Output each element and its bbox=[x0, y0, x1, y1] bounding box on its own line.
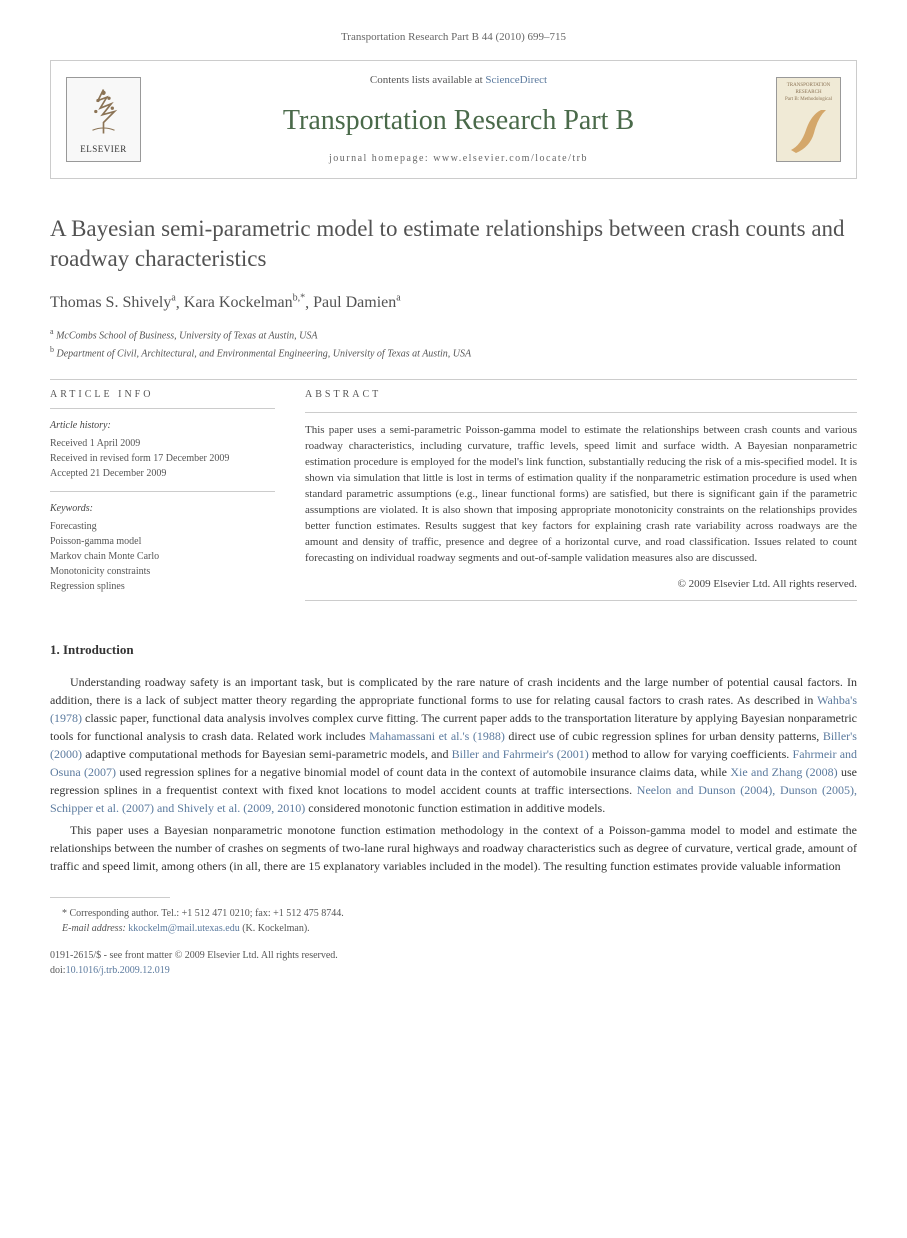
header-citation: Transportation Research Part B 44 (2010)… bbox=[50, 30, 857, 45]
history-line-3: Accepted 21 December 2009 bbox=[50, 466, 275, 481]
author-2: Kara Kockelmanb,* bbox=[184, 294, 305, 311]
doi-link[interactable]: 10.1016/j.trb.2009.12.019 bbox=[66, 965, 170, 976]
elsevier-tree-icon bbox=[76, 84, 131, 139]
divider bbox=[50, 379, 857, 380]
elsevier-logo: ELSEVIER bbox=[66, 77, 141, 162]
section-1-heading: 1. Introduction bbox=[50, 641, 857, 659]
elsevier-label: ELSEVIER bbox=[80, 143, 127, 156]
affiliations: a McCombs School of Business, University… bbox=[50, 326, 857, 361]
info-divider bbox=[50, 408, 275, 409]
citation-link[interactable]: Biller and Fahrmeir's (2001) bbox=[452, 747, 589, 761]
author-1: Thomas S. Shivelya bbox=[50, 294, 176, 311]
homepage-url: www.elsevier.com/locate/trb bbox=[433, 153, 588, 164]
info-divider bbox=[50, 491, 275, 492]
journal-header-box: ELSEVIER Contents lists available at Sci… bbox=[50, 60, 857, 179]
citation-link[interactable]: Wahba's (1978) bbox=[50, 693, 857, 725]
cover-subtitle: Part B: Methodological bbox=[785, 96, 832, 103]
journal-center: Contents lists available at ScienceDirec… bbox=[156, 73, 761, 166]
citation-link[interactable]: Mahamassani et al.'s (1988) bbox=[369, 729, 505, 743]
affiliation-b: b Department of Civil, Architectural, an… bbox=[50, 344, 857, 361]
issn-copyright-line: 0191-2615/$ - see front matter © 2009 El… bbox=[50, 948, 857, 963]
footnote-divider bbox=[50, 897, 170, 898]
abstract-text: This paper uses a semi-parametric Poisso… bbox=[305, 423, 857, 566]
intro-paragraph-1: Understanding roadway safety is an impor… bbox=[50, 673, 857, 817]
keyword-1: Forecasting bbox=[50, 519, 275, 534]
cover-curve-icon bbox=[781, 103, 836, 157]
history-heading: Article history: bbox=[50, 419, 275, 433]
intro-paragraph-2: This paper uses a Bayesian nonparametric… bbox=[50, 821, 857, 875]
email-author-name: (K. Kockelman). bbox=[242, 923, 309, 934]
keyword-5: Regression splines bbox=[50, 579, 275, 594]
abstract-copyright: © 2009 Elsevier Ltd. All rights reserved… bbox=[305, 577, 857, 592]
journal-cover-thumbnail: TRANSPORTATION RESEARCH Part B: Methodol… bbox=[776, 77, 841, 162]
email-footnote: E-mail address: kkockelm@mail.utexas.edu… bbox=[50, 921, 857, 936]
article-info-heading: ARTICLE INFO bbox=[50, 388, 275, 402]
homepage-prefix: journal homepage: bbox=[329, 153, 433, 164]
abstract-column: ABSTRACT This paper uses a semi-parametr… bbox=[305, 388, 857, 611]
contents-available-line: Contents lists available at ScienceDirec… bbox=[156, 73, 761, 88]
article-title: A Bayesian semi-parametric model to esti… bbox=[50, 214, 857, 274]
abstract-bottom-divider bbox=[305, 600, 857, 601]
author-3: Paul Damiena bbox=[313, 294, 401, 311]
citation-link[interactable]: Neelon and Dunson (2004), Dunson (2005),… bbox=[50, 783, 857, 815]
affiliation-a: a McCombs School of Business, University… bbox=[50, 326, 857, 343]
abstract-heading: ABSTRACT bbox=[305, 388, 857, 402]
history-line-1: Received 1 April 2009 bbox=[50, 436, 275, 451]
email-label: E-mail address: bbox=[62, 923, 126, 934]
info-abstract-row: ARTICLE INFO Article history: Received 1… bbox=[50, 388, 857, 611]
keyword-3: Markov chain Monte Carlo bbox=[50, 549, 275, 564]
contents-prefix: Contents lists available at bbox=[370, 74, 485, 86]
keyword-4: Monotonicity constraints bbox=[50, 564, 275, 579]
citation-link[interactable]: Xie and Zhang (2008) bbox=[730, 765, 837, 779]
abstract-divider bbox=[305, 412, 857, 413]
article-info-column: ARTICLE INFO Article history: Received 1… bbox=[50, 388, 275, 611]
cover-title: TRANSPORTATION RESEARCH bbox=[781, 82, 836, 96]
keywords-heading: Keywords: bbox=[50, 502, 275, 516]
footer-meta: 0191-2615/$ - see front matter © 2009 El… bbox=[50, 948, 857, 978]
keyword-2: Poisson-gamma model bbox=[50, 534, 275, 549]
email-link[interactable]: kkockelm@mail.utexas.edu bbox=[128, 923, 239, 934]
corresponding-author-footnote: * Corresponding author. Tel.: +1 512 471… bbox=[50, 906, 857, 921]
history-line-2: Received in revised form 17 December 200… bbox=[50, 451, 275, 466]
doi-line: doi:10.1016/j.trb.2009.12.019 bbox=[50, 963, 857, 978]
journal-name: Transportation Research Part B bbox=[156, 101, 761, 140]
sciencedirect-link[interactable]: ScienceDirect bbox=[485, 74, 547, 86]
authors-line: Thomas S. Shivelya, Kara Kockelmanb,*, P… bbox=[50, 292, 857, 315]
homepage-line: journal homepage: www.elsevier.com/locat… bbox=[156, 152, 761, 166]
